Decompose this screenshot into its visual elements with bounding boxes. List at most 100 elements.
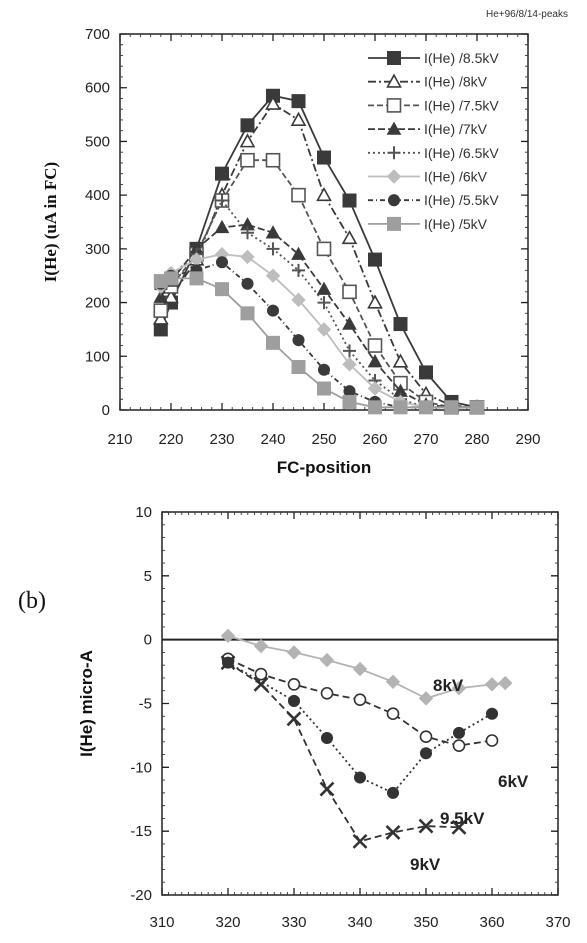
data-point [253, 676, 269, 692]
data-point [240, 249, 255, 265]
legend-marker [387, 194, 401, 207]
data-point [265, 152, 281, 168]
data-point [163, 289, 179, 304]
data-point [253, 638, 269, 654]
data-point [485, 734, 499, 747]
data-point [215, 166, 229, 181]
data-point [452, 739, 466, 752]
data-point [342, 316, 357, 330]
data-point [266, 335, 280, 350]
data-point [241, 277, 254, 290]
data-point [470, 400, 484, 415]
x-tick-label: 320 [215, 914, 240, 931]
data-point [418, 818, 434, 834]
series-4 [220, 655, 467, 849]
data-point [352, 833, 368, 849]
y-tick-label: 600 [85, 80, 110, 97]
legend-entry: I(He) /5kV [368, 216, 488, 232]
legend-marker [386, 169, 402, 184]
data-point [189, 271, 204, 286]
y-tick-label: 500 [85, 133, 110, 150]
data-point [386, 707, 400, 721]
data-point [451, 680, 467, 696]
data-point [452, 726, 466, 739]
series-annotation: 6kV [498, 772, 529, 791]
x-tick-label: 330 [281, 914, 306, 931]
data-point [497, 675, 513, 691]
legend-marker [386, 98, 402, 113]
legend-label: I(He) /5kV [424, 216, 488, 232]
y-tick-label: 0 [102, 402, 110, 419]
data-point [240, 118, 255, 133]
data-point [393, 400, 408, 415]
data-point [220, 628, 236, 644]
data-point [265, 268, 281, 283]
y-tick-label: 5 [144, 568, 152, 585]
x-tick-label: 280 [464, 431, 489, 448]
data-point [316, 186, 332, 202]
legend-entry: I(He) /6.5kV [368, 145, 499, 161]
data-point [215, 256, 229, 269]
series-1 [220, 628, 513, 706]
data-point [215, 282, 229, 297]
data-point [367, 354, 383, 368]
x-tick-label: 250 [311, 431, 336, 448]
data-point [419, 730, 433, 744]
data-point [215, 194, 229, 208]
data-point [367, 381, 383, 396]
legend-entry: I(He) /5.5kV [368, 192, 499, 208]
series-line [160, 198, 477, 409]
y-tick-label: 10 [135, 504, 152, 521]
data-point [290, 111, 307, 126]
y-tick-label: 100 [85, 348, 110, 365]
series-annotation: 9kV [410, 855, 441, 874]
y-axis-title: I(He) micro-A [77, 650, 96, 757]
data-point [316, 241, 332, 257]
data-point [343, 344, 356, 358]
data-point [153, 303, 169, 318]
y-tick-label: -20 [130, 887, 152, 904]
x-tick-label: 370 [545, 914, 570, 931]
corner-label: He+96/8/14-peaks [486, 9, 568, 20]
data-point [368, 252, 382, 267]
chart-b: 310 320 330 340 350 360 370 -20 -15 -10 -5 0 5 10 (b) I… [18, 504, 571, 931]
data-point [239, 133, 256, 148]
data-point [451, 819, 467, 835]
data-point [220, 655, 236, 671]
legend-label: I(He) /8kV [424, 74, 488, 90]
data-point [240, 306, 255, 321]
data-point [367, 338, 383, 353]
data-point [444, 400, 459, 415]
data-point [419, 365, 433, 380]
data-point [153, 322, 168, 337]
legend: I(He) /8.5kV I(He) /8kV I(He) /7.5kV I(He) … [368, 50, 499, 232]
data-point [286, 711, 302, 727]
series-2 [221, 652, 499, 752]
data-point [320, 686, 334, 700]
x-tick-label: 210 [107, 431, 132, 448]
y-tick-label: -5 [139, 696, 152, 713]
data-point [342, 193, 357, 208]
data-point [342, 394, 357, 409]
data-point [291, 94, 306, 109]
data-point [317, 381, 331, 396]
x-tick-label: 260 [362, 431, 387, 448]
x-tick-label: 220 [158, 431, 183, 448]
legend-label: I(He) /5.5kV [424, 192, 499, 208]
data-point [392, 353, 409, 368]
x-tick-label: 350 [413, 914, 438, 931]
data-point [317, 296, 331, 310]
y-tick-label: -10 [130, 759, 152, 776]
x-tick-label: 230 [209, 431, 234, 448]
data-point [265, 225, 281, 239]
y-tick-label: 400 [85, 187, 110, 204]
legend-label: I(He) /6kV [424, 169, 488, 185]
data-point [286, 645, 302, 660]
legend-marker [387, 146, 401, 160]
data-point [341, 229, 358, 245]
legend-label: I(He) /6.5kV [424, 145, 499, 161]
legend-marker [387, 51, 401, 65]
y-tick-label: 700 [85, 26, 110, 43]
